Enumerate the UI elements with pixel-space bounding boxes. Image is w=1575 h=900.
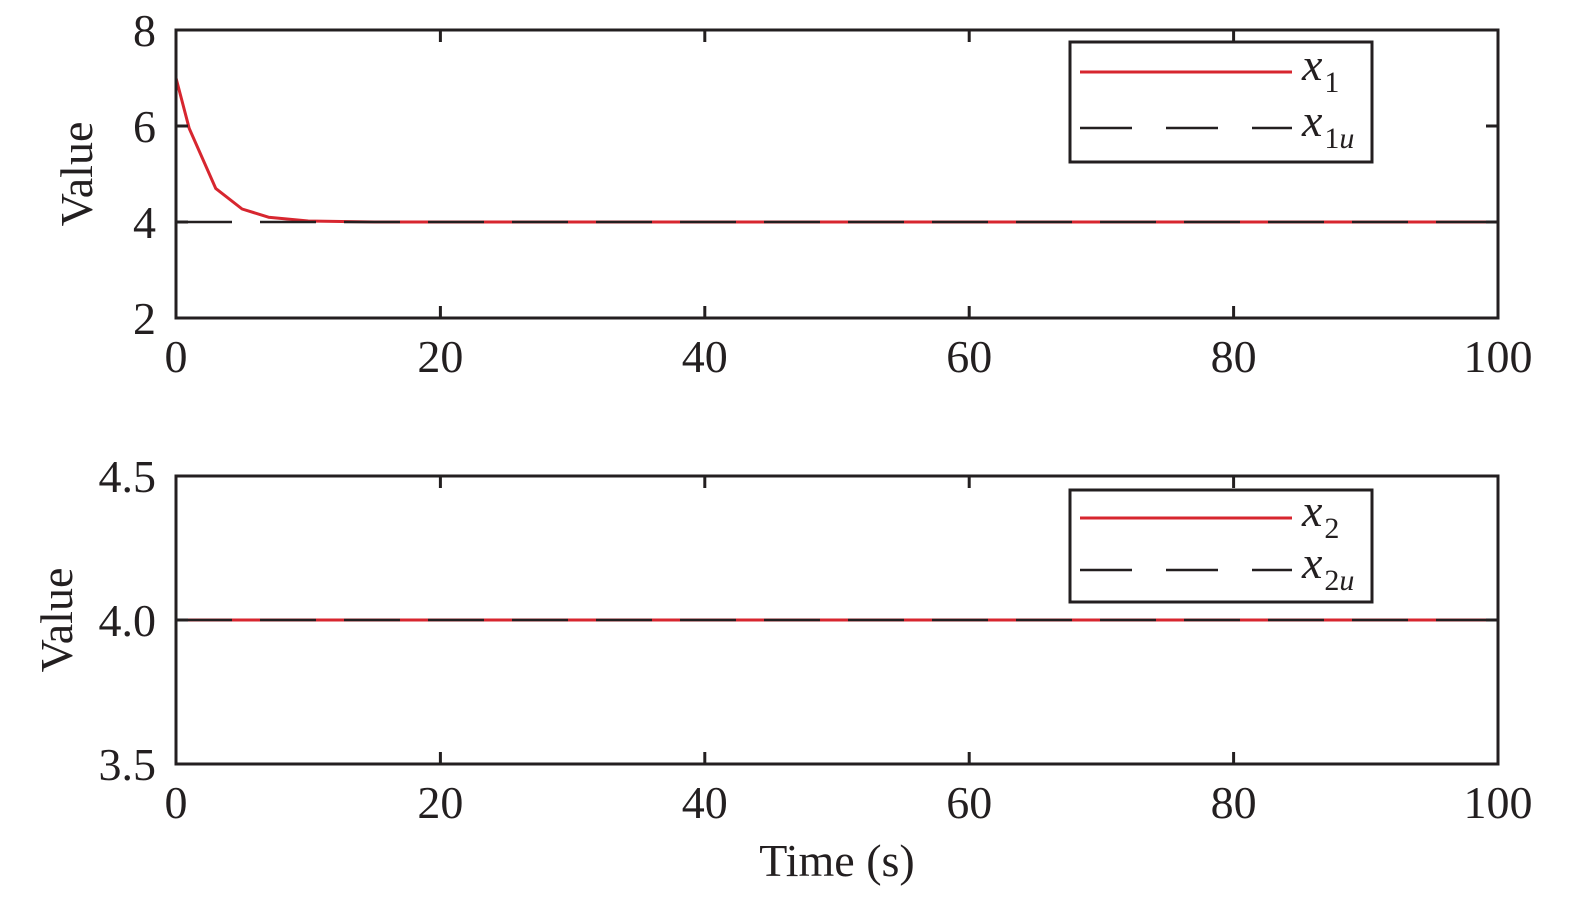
y-axis-label: Value — [51, 122, 102, 227]
x-tick-label: 20 — [417, 331, 463, 382]
x-tick-label: 100 — [1464, 331, 1533, 382]
legend-box — [1068, 40, 1374, 164]
y-axis-label: Value — [31, 568, 82, 673]
x-tick-label: 0 — [165, 331, 188, 382]
legend-subscript-letter: u — [1339, 122, 1354, 155]
y-tick-label: 4.0 — [99, 595, 157, 646]
x-tick-label: 60 — [946, 777, 992, 828]
x-tick-label: 40 — [682, 777, 728, 828]
y-tick-label: 4.5 — [99, 451, 157, 502]
x-tick-label: 80 — [1211, 777, 1257, 828]
legend-subscript: 1 — [1324, 66, 1339, 99]
x-tick-label: 60 — [946, 331, 992, 382]
y-tick-label: 8 — [133, 5, 156, 56]
axes-frame — [174, 28, 1500, 320]
series-line-x1 — [174, 77, 1498, 224]
x-tick-label: 0 — [165, 777, 188, 828]
legend-subscript-letter: u — [1339, 564, 1354, 597]
x-tick-label: 20 — [417, 777, 463, 828]
series-group — [174, 77, 1498, 224]
legend-subscript: 1 — [1324, 122, 1339, 155]
y-tick-label: 2 — [133, 293, 156, 344]
x-axis-label: Time (s) — [759, 835, 915, 886]
legend-box — [1068, 488, 1374, 604]
x-tick-label: 100 — [1464, 777, 1533, 828]
y-tick-label: 4 — [133, 197, 156, 248]
y-tick-label: 6 — [133, 101, 156, 152]
legend-subscript: 2 — [1324, 512, 1339, 545]
legend-subscript: 2 — [1324, 564, 1339, 597]
x-tick-label: 40 — [682, 331, 728, 382]
y-tick-label: 3.5 — [99, 739, 157, 790]
x-tick-label: 80 — [1211, 331, 1257, 382]
